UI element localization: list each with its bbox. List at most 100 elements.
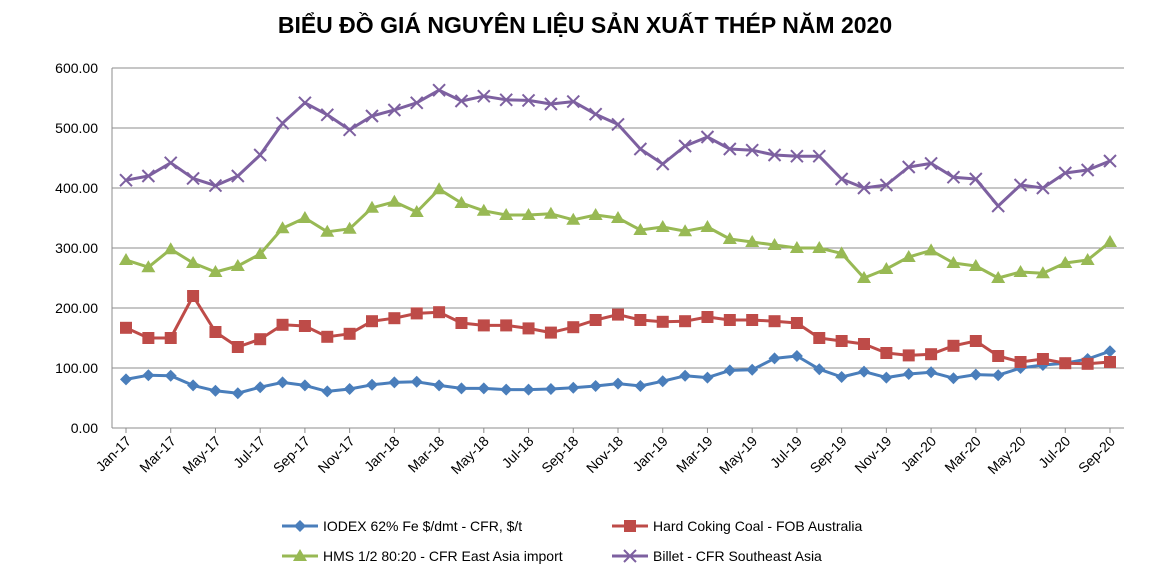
data-point [387,103,402,117]
data-point [209,384,222,397]
data-point [1104,345,1116,358]
data-point [186,256,201,268]
data-point [187,290,200,302]
data-point [812,241,827,253]
data-point [633,223,648,235]
data-point [477,319,490,332]
x-marker-stroke [566,94,580,109]
legend-item: HMS 1/2 80:20 - CFR East Asia import [282,548,563,564]
x-marker-stroke [141,169,156,183]
x-marker-stroke [969,172,983,186]
data-point [612,308,624,321]
data-point [321,385,334,398]
x-tick-label: May-20 [984,433,1028,477]
data-point [812,149,826,163]
y-tick-label: 500.00 [55,120,98,136]
data-point [1036,353,1049,365]
data-point [701,311,714,323]
data-point [767,238,782,250]
data-point [1104,356,1116,368]
data-point [387,194,402,207]
data-point [254,381,267,394]
x-marker-stroke [231,169,245,183]
x-marker-stroke [298,96,312,110]
x-tick-label: Sep-18 [538,433,581,476]
data-point [880,371,893,384]
chart-title: BIỂU ĐỒ GIÁ NGUYÊN LIỆU SẢN XUẤT THÉP NĂ… [277,12,893,38]
x-marker-stroke [678,139,692,153]
data-point [858,338,870,350]
x-marker-stroke [186,171,200,186]
data-point [119,253,133,265]
data-point [1080,163,1095,177]
data-point [1014,356,1027,368]
data-point [813,363,826,376]
data-point [589,380,602,392]
series-2 [120,290,1116,370]
x-marker-stroke [633,142,648,156]
x-marker-stroke [700,130,715,144]
x-tick-label: Jan-17 [93,433,135,475]
data-point [567,381,580,394]
data-point [388,376,401,389]
data-point [946,170,961,184]
data-point [612,377,624,390]
data-point [433,306,446,319]
y-tick-label: 600.00 [55,60,98,76]
data-point [187,379,200,392]
data-point [230,259,245,271]
x-marker-stroke [588,107,603,121]
x-marker-stroke [834,172,849,186]
data-point [813,332,826,344]
data-point [633,142,648,156]
data-point [701,371,714,384]
data-point [410,375,423,388]
data-point [925,366,938,379]
x-tick-label: Jul-20 [1035,433,1073,471]
data-point [366,315,378,328]
data-point [297,211,312,223]
data-point [768,315,781,328]
x-marker-stroke [365,109,379,123]
x-tick-label: Jul-17 [230,433,268,471]
data-point [365,109,379,123]
x-marker-stroke [745,143,759,157]
data-point [679,315,692,328]
data-point [254,333,267,346]
data-point [521,93,536,108]
data-point [320,224,335,237]
data-point [320,108,334,122]
data-point [858,365,870,378]
series-line [125,88,1111,208]
data-point [275,116,290,130]
data-point [544,326,557,339]
data-point [745,143,759,157]
x-marker-stroke [924,156,938,171]
data-point [790,350,803,362]
data-point [746,363,759,376]
data-point [946,256,961,268]
data-point [432,182,447,195]
data-point [366,378,378,391]
data-point [409,205,424,217]
data-point [969,335,982,347]
series-3 [119,182,1117,283]
data-point [924,156,938,171]
data-point [208,178,223,193]
data-point [947,372,960,385]
data-point [120,321,132,334]
x-tick-label: Mar-20 [941,433,984,476]
legend-swatch-marker [294,520,306,532]
data-point [992,350,1005,362]
data-point [768,352,781,365]
data-point [1059,357,1072,370]
data-point [298,320,311,332]
data-point [455,382,468,395]
data-point [968,259,983,271]
data-point [969,368,982,381]
x-marker-stroke [656,157,670,171]
data-point [120,373,132,386]
data-point [521,208,536,220]
x-marker-stroke [164,156,178,170]
data-point [522,383,535,396]
